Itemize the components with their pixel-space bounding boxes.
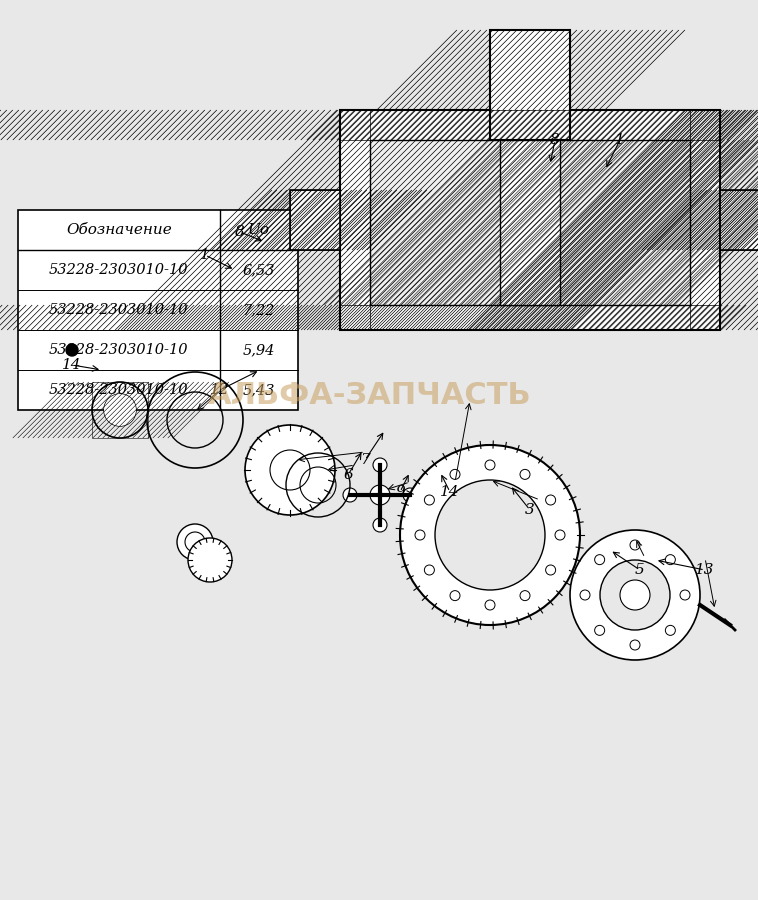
Circle shape xyxy=(450,470,460,480)
Circle shape xyxy=(450,590,460,600)
Circle shape xyxy=(373,458,387,472)
Circle shape xyxy=(424,565,434,575)
Circle shape xyxy=(570,530,700,660)
Circle shape xyxy=(485,600,495,610)
Circle shape xyxy=(188,538,232,582)
Circle shape xyxy=(520,590,530,600)
Bar xyxy=(370,140,690,305)
Circle shape xyxy=(666,626,675,635)
Text: 8: 8 xyxy=(550,133,560,147)
Bar xyxy=(340,305,720,330)
Bar xyxy=(290,190,340,250)
Text: АЛЬФА-ЗАПЧАСТЬ: АЛЬФА-ЗАПЧАСТЬ xyxy=(208,381,532,410)
Bar xyxy=(340,110,720,330)
Circle shape xyxy=(370,485,390,505)
Text: 5,43: 5,43 xyxy=(243,383,275,397)
Circle shape xyxy=(373,518,387,532)
Circle shape xyxy=(403,488,417,502)
Text: 9: 9 xyxy=(395,485,405,499)
Circle shape xyxy=(270,450,310,490)
Circle shape xyxy=(245,425,335,515)
Circle shape xyxy=(424,495,434,505)
Bar xyxy=(720,190,758,250)
Circle shape xyxy=(104,394,136,426)
Circle shape xyxy=(435,480,545,590)
Circle shape xyxy=(594,554,605,564)
Circle shape xyxy=(546,495,556,505)
Bar xyxy=(18,210,298,410)
Text: 7: 7 xyxy=(360,453,370,467)
Circle shape xyxy=(680,590,690,600)
Text: 1: 1 xyxy=(615,133,625,147)
Bar xyxy=(92,382,148,438)
Circle shape xyxy=(580,590,590,600)
Text: 53228-2303010-10: 53228-2303010-10 xyxy=(49,343,189,357)
Circle shape xyxy=(343,488,357,502)
Text: 7,22: 7,22 xyxy=(243,303,275,317)
Circle shape xyxy=(185,532,205,552)
Circle shape xyxy=(620,580,650,610)
Circle shape xyxy=(520,470,530,480)
Text: 53228-2303010-10: 53228-2303010-10 xyxy=(49,263,189,277)
Text: 5: 5 xyxy=(635,563,645,577)
Bar xyxy=(340,110,720,140)
Bar xyxy=(500,140,560,305)
Text: 13: 13 xyxy=(695,563,715,577)
Circle shape xyxy=(555,530,565,540)
Circle shape xyxy=(600,560,670,630)
Text: 12: 12 xyxy=(210,383,230,397)
Bar xyxy=(720,190,758,250)
Text: 14: 14 xyxy=(440,485,460,499)
Bar xyxy=(490,30,570,140)
Text: Обозначение: Обозначение xyxy=(66,223,171,237)
Circle shape xyxy=(415,530,425,540)
Bar xyxy=(490,30,570,110)
Circle shape xyxy=(594,626,605,635)
Bar xyxy=(500,140,560,305)
Text: 5,94: 5,94 xyxy=(243,343,275,357)
Text: 8: 8 xyxy=(235,225,245,239)
Text: 53228-2303010-10: 53228-2303010-10 xyxy=(49,303,189,317)
Circle shape xyxy=(546,565,556,575)
Text: 14: 14 xyxy=(62,358,82,372)
Bar xyxy=(290,190,340,250)
Circle shape xyxy=(630,540,640,550)
Circle shape xyxy=(666,554,675,564)
Circle shape xyxy=(400,445,580,625)
Text: 53228-2303010-10: 53228-2303010-10 xyxy=(49,383,189,397)
Text: 3: 3 xyxy=(525,503,535,517)
Text: 1: 1 xyxy=(200,248,210,262)
Circle shape xyxy=(630,640,640,650)
Text: 6: 6 xyxy=(343,468,353,482)
Bar xyxy=(340,110,370,330)
Circle shape xyxy=(66,344,78,356)
Text: 6,53: 6,53 xyxy=(243,263,275,277)
Circle shape xyxy=(177,524,213,560)
Text: Uо: Uо xyxy=(248,223,270,237)
Circle shape xyxy=(485,460,495,470)
Bar xyxy=(690,110,720,330)
